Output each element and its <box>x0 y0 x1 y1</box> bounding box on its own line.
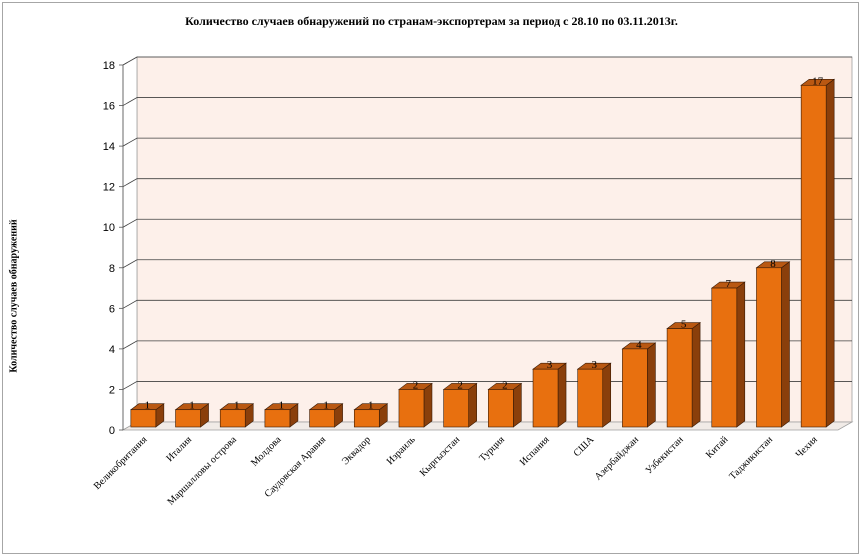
y-tick-label: 18 <box>103 60 115 72</box>
bar <box>711 287 738 428</box>
y-tick-label: 8 <box>109 263 115 275</box>
bar <box>443 389 469 428</box>
bar <box>175 409 201 428</box>
data-label: 1 <box>279 400 285 412</box>
category-label: Великобритания <box>92 434 150 492</box>
chart-title: Количество случаев обнаружений по страна… <box>185 14 678 28</box>
category-label: Израиль <box>385 434 418 467</box>
category-label: Турция <box>477 434 507 464</box>
gridline <box>122 381 852 390</box>
bar <box>219 409 246 428</box>
bar-side <box>691 322 701 428</box>
bar <box>130 409 157 428</box>
gridline <box>122 259 852 269</box>
side-wall <box>122 56 138 431</box>
gridline <box>122 137 852 147</box>
gridline <box>122 299 852 309</box>
bar <box>577 368 604 428</box>
data-label: 2 <box>413 379 419 391</box>
gridline <box>122 340 852 350</box>
category-label: Испания <box>518 434 552 468</box>
data-label: 1 <box>368 400 374 412</box>
category-label: Азербайджан <box>593 434 642 483</box>
data-label: 1 <box>145 400 151 412</box>
bar <box>800 84 827 428</box>
y-tick-label: 10 <box>103 222 115 234</box>
category-label: Молдова <box>249 434 284 469</box>
bar-side <box>468 382 477 428</box>
data-label: 1 <box>189 400 195 412</box>
bar-side <box>602 362 612 428</box>
bar-side <box>423 382 433 428</box>
bar <box>622 348 648 428</box>
data-label: 2 <box>502 379 508 391</box>
bar <box>264 409 291 428</box>
y-tick-label: 2 <box>109 384 115 396</box>
category-label: Чехия <box>794 434 820 460</box>
bar <box>532 368 559 428</box>
category-label: Эквадор <box>340 434 373 467</box>
data-label: 3 <box>547 359 553 371</box>
y-tick-label: 12 <box>103 182 115 194</box>
bar-side <box>781 261 790 428</box>
category-label: США <box>572 434 597 459</box>
bar <box>666 328 693 428</box>
category-label: Узбекистан <box>644 434 687 477</box>
bar <box>488 389 514 428</box>
data-label: 2 <box>457 379 463 391</box>
y-tick-label: 14 <box>103 141 115 153</box>
category-label: Кыргызстан <box>418 434 463 479</box>
data-label: 8 <box>770 258 776 270</box>
bar <box>398 389 425 428</box>
bar <box>309 409 335 428</box>
data-label: 1 <box>323 400 329 412</box>
category-label: Италия <box>164 434 194 464</box>
data-label: 17 <box>812 75 824 87</box>
bar-side <box>513 382 522 428</box>
y-tick-label: 4 <box>109 344 115 356</box>
bar-side <box>647 342 656 428</box>
gridline <box>122 218 852 228</box>
bar-chart-plot: 0246810121416181Великобритания1Италия1Ма… <box>92 56 854 508</box>
bar-side <box>557 362 567 428</box>
gridline <box>122 178 852 188</box>
gridline <box>122 97 852 106</box>
bar <box>353 409 380 428</box>
data-label: 3 <box>591 359 597 371</box>
category-label: Китай <box>704 434 731 461</box>
bar-side <box>736 281 746 428</box>
y-tick-label: 16 <box>103 101 115 113</box>
bar-side <box>825 78 835 428</box>
category-label: Таджикистан <box>727 434 775 482</box>
y-tick-label: 0 <box>109 425 115 437</box>
data-label: 7 <box>726 278 732 290</box>
gridline <box>122 56 852 66</box>
data-label: 5 <box>681 319 687 331</box>
data-label: 1 <box>234 400 240 412</box>
y-tick-label: 6 <box>109 303 115 315</box>
data-label: 4 <box>636 339 642 351</box>
bar <box>756 267 782 428</box>
